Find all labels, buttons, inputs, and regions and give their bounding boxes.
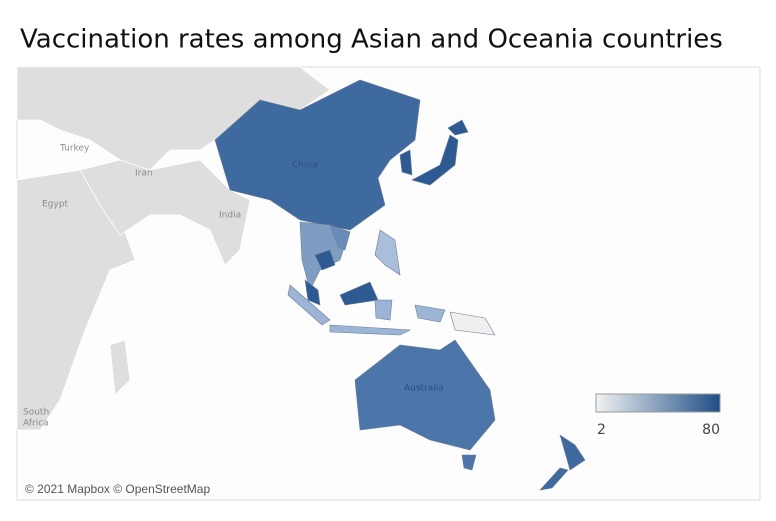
map: Turkey Iran Egypt India China Australia … [16,66,761,501]
map-label: Turkey [59,144,90,154]
korea [399,149,413,176]
map-label: Iran [135,169,153,179]
madagascar [109,339,131,396]
map-label: Egypt [42,200,68,210]
png [449,311,496,336]
map-label: Africa [23,419,49,429]
legend-ramp [595,393,721,413]
tasmania [461,454,477,471]
indonesia [287,284,446,336]
legend-min: 2 [597,422,606,438]
title: Vaccination rates among Asian and Oceani… [20,25,723,55]
legend-max: 80 [702,422,720,438]
philippines [374,229,401,276]
europe-region [16,66,331,171]
legend: 2 80 [595,393,721,438]
map-label: Australia [404,384,444,394]
cambodia [314,249,336,271]
asia-gray-region [79,159,251,266]
attribution: © 2021 Mapbox © OpenStreetMap [25,482,210,496]
map-label: South [23,408,49,418]
china [214,79,421,231]
japan [411,119,469,186]
vietnam [329,224,351,251]
new-zealand [539,434,586,491]
map-label: India [219,211,241,221]
australia [354,339,496,451]
map-label: China [292,161,318,171]
